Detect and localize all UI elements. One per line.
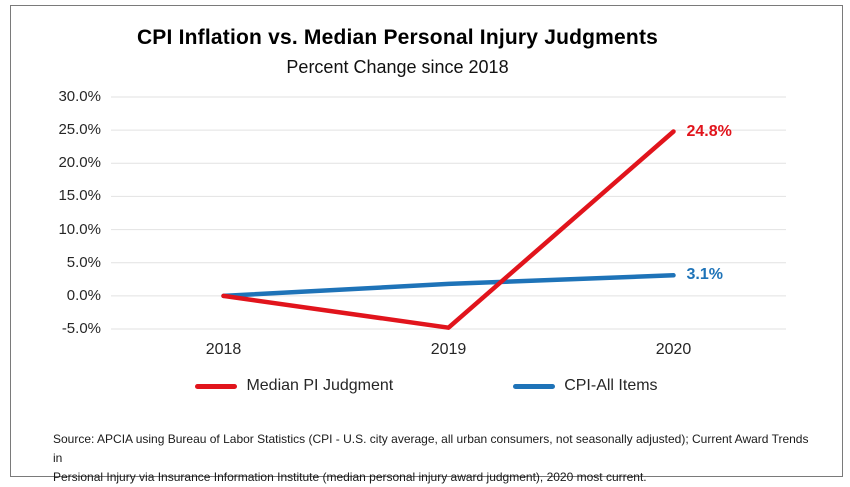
source-line-2: Persional Injury via Insurance Informati… — [53, 470, 647, 484]
y-axis-labels: 30.0% 25.0% 20.0% 15.0% 10.0% 5.0% 0.0% -5.0% — [11, 6, 101, 351]
series-line-median-pi-judgment — [221, 129, 676, 330]
legend-label-median-pi-judgment: Median PI Judgment — [246, 377, 394, 394]
y-tick-label: -5.0% — [61, 320, 101, 337]
legend-label-cpi-all-items: CPI-All Items — [564, 377, 658, 394]
chart-container: CPI Inflation vs. Median Personal Injury… — [10, 5, 843, 484]
data-label-median-pi-judgment: 24.8% — [686, 122, 732, 140]
legend-item-median-pi-judgment: Median PI Judgment — [195, 377, 393, 395]
x-tick-label: 2019 — [430, 341, 467, 358]
y-tick-label: 20.0% — [58, 154, 101, 172]
series-line-cpi-all-items — [221, 273, 676, 299]
source-line-1: Source: APCIA using Bureau of Labor Stat… — [53, 432, 809, 465]
legend-item-cpi-all-items: CPI-All Items — [513, 377, 658, 395]
data-label-cpi-all-items: 3.1% — [686, 266, 723, 284]
legend-swatch-cpi-all-items — [513, 383, 556, 389]
legend-swatch-median-pi-judgment — [195, 383, 238, 389]
x-tick-label: 2018 — [205, 341, 242, 358]
chart-title: CPI Inflation vs. Median Personal Injury… — [136, 26, 659, 49]
chart-subtitle: Percent Change since 2018 — [286, 57, 509, 77]
source-note: Source: APCIA using Bureau of Labor Stat… — [53, 430, 818, 487]
x-tick-label: 2020 — [655, 341, 692, 358]
plot-svg — [111, 96, 786, 330]
title-block: CPI Inflation vs. Median Personal Injury… — [11, 26, 784, 78]
y-tick-label: 25.0% — [58, 121, 101, 139]
y-tick-label: 0.0% — [66, 286, 101, 304]
y-tick-label: 30.0% — [58, 88, 101, 105]
y-tick-label: 5.0% — [66, 253, 101, 271]
legend: Median PI Judgment CPI-All Items — [11, 375, 842, 397]
y-tick-label: 10.0% — [58, 220, 101, 238]
y-tick-label: 15.0% — [58, 187, 101, 205]
